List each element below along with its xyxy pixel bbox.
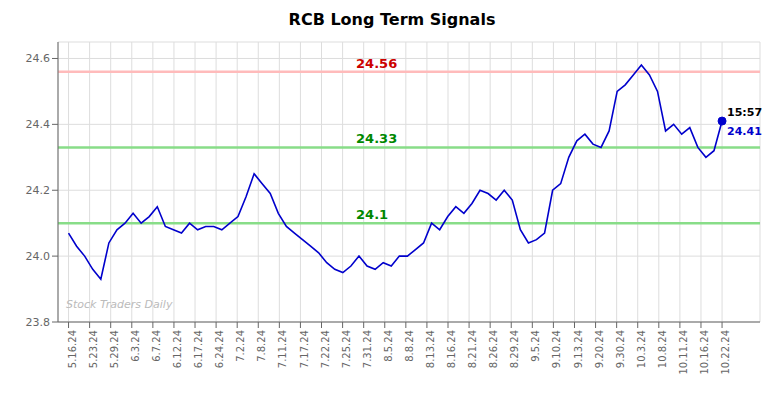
svg-text:9.5.24: 9.5.24	[530, 330, 541, 362]
svg-text:23.8: 23.8	[26, 316, 51, 329]
svg-text:7.11.24: 7.11.24	[277, 330, 288, 368]
svg-text:5.16.24: 5.16.24	[67, 330, 78, 368]
svg-text:6.17.24: 6.17.24	[193, 330, 204, 368]
svg-text:10.8.24: 10.8.24	[657, 330, 668, 368]
svg-text:6.7.24: 6.7.24	[151, 330, 162, 362]
svg-text:8.26.24: 8.26.24	[488, 330, 499, 368]
svg-text:8.8.24: 8.8.24	[404, 330, 415, 362]
svg-text:6.3.24: 6.3.24	[130, 330, 141, 362]
svg-text:9.20.24: 9.20.24	[594, 330, 605, 368]
svg-text:15:57: 15:57	[727, 106, 762, 119]
svg-text:24.56: 24.56	[356, 56, 397, 71]
svg-text:24.1: 24.1	[356, 207, 388, 222]
svg-text:8.29.24: 8.29.24	[509, 330, 520, 368]
svg-text:24.2: 24.2	[26, 184, 51, 197]
svg-text:7.25.24: 7.25.24	[341, 330, 352, 368]
html-text:RCB Long Term Signals: RCB Long Term Signals	[288, 10, 496, 29]
svg-text:24.41: 24.41	[727, 125, 762, 138]
svg-text:24.4: 24.4	[26, 118, 51, 131]
svg-text:7.31.24: 7.31.24	[362, 330, 373, 368]
svg-text:10.16.24: 10.16.24	[699, 330, 710, 375]
svg-text:6.12.24: 6.12.24	[172, 330, 183, 368]
svg-text:24.33: 24.33	[356, 131, 397, 146]
svg-text:5.23.24: 5.23.24	[88, 330, 99, 368]
svg-text:7.17.24: 7.17.24	[299, 330, 310, 368]
svg-text:10.3.24: 10.3.24	[636, 330, 647, 368]
svg-text:8.13.24: 8.13.24	[425, 330, 436, 368]
svg-text:24.6: 24.6	[26, 52, 51, 65]
svg-text:10.22.24: 10.22.24	[720, 330, 731, 375]
svg-text:8.5.24: 8.5.24	[383, 330, 394, 362]
svg-text:5.29.24: 5.29.24	[109, 330, 120, 368]
svg-text:8.21.24: 8.21.24	[467, 330, 478, 368]
svg-text:6.24.24: 6.24.24	[214, 330, 225, 368]
svg-text:9.13.24: 9.13.24	[573, 330, 584, 368]
svg-text:9.30.24: 9.30.24	[615, 330, 626, 368]
svg-text:7.8.24: 7.8.24	[256, 330, 267, 362]
svg-text:Stock Traders Daily: Stock Traders Daily	[66, 298, 173, 311]
svg-text:7.2.24: 7.2.24	[235, 330, 246, 362]
svg-text:9.10.24: 9.10.24	[552, 330, 563, 368]
svg-text:7.22.24: 7.22.24	[320, 330, 331, 368]
svg-text:24.0: 24.0	[26, 250, 51, 263]
svg-text:10.11.24: 10.11.24	[678, 330, 689, 375]
svg-text:8.16.24: 8.16.24	[446, 330, 457, 368]
